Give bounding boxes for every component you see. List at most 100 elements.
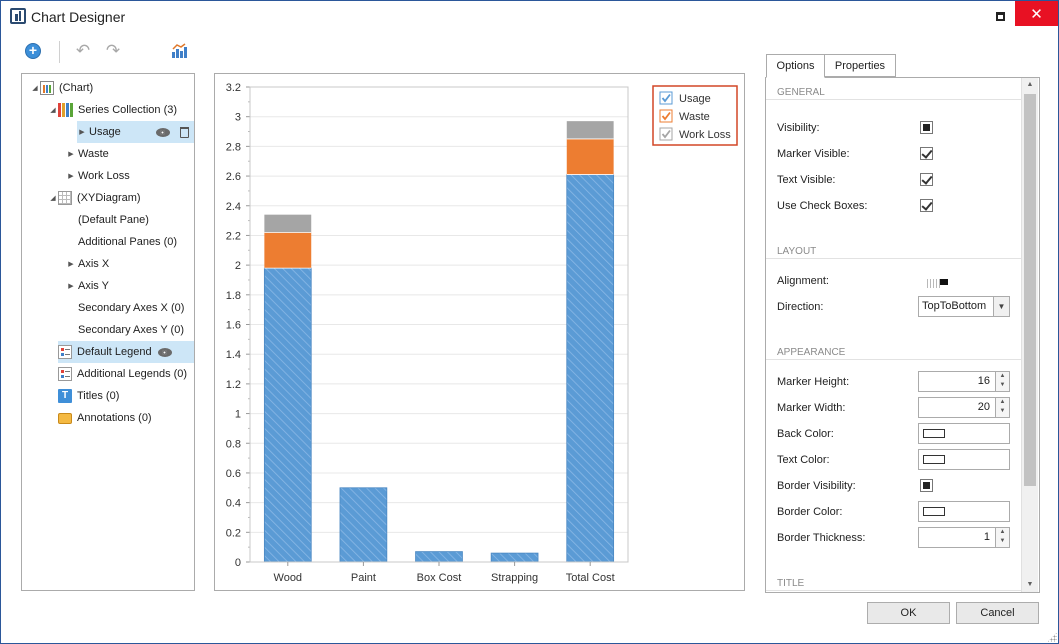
alignment-grid-icon xyxy=(927,279,940,288)
redo-button[interactable]: ↷ xyxy=(101,39,125,63)
eye-shape xyxy=(156,127,170,137)
collapsed-arrow-icon[interactable]: ▶ xyxy=(68,151,74,158)
expanded-arrow-icon[interactable]: ◢ xyxy=(50,195,56,202)
back-color-swatch xyxy=(923,429,945,438)
trash-icon[interactable] xyxy=(176,125,192,139)
tree-item-label: (Chart) xyxy=(59,82,94,94)
tree-item[interactable]: Secondary Axes Y (0) xyxy=(66,319,184,341)
legend-entry-label: Waste xyxy=(679,111,710,123)
marker-visible-checkbox[interactable] xyxy=(920,147,933,160)
tree-item[interactable]: ▶ Usage xyxy=(77,121,194,143)
legend-checkbox[interactable] xyxy=(659,127,673,141)
scrollbar-thumb[interactable] xyxy=(1024,94,1036,486)
tree-item[interactable]: ◢ (Chart) xyxy=(30,77,93,99)
alignment-picker[interactable] xyxy=(927,278,948,288)
y-tick-label: 2.8 xyxy=(226,141,241,153)
expanded-arrow-icon[interactable]: ◢ xyxy=(50,107,56,114)
chart-svg: 0 0.2 0.4 0.6 0.8 1 1.2 1.4 1.6 1.8 2 2.2 2.4 2.6 2.8 3… xyxy=(226,82,738,584)
eye-icon[interactable] xyxy=(157,345,173,359)
tab-options[interactable]: Options xyxy=(766,54,825,78)
resize-grip[interactable] xyxy=(1047,632,1057,642)
tree-item[interactable]: Secondary Axes X (0) xyxy=(66,297,184,319)
tree-item[interactable]: Additional Legends (0) xyxy=(48,363,187,385)
maximize-icon xyxy=(995,11,1005,21)
ok-button[interactable]: OK xyxy=(867,602,950,624)
collapsed-arrow-icon[interactable]: ▶ xyxy=(68,261,74,268)
tree-item-label: Work Loss xyxy=(78,170,130,182)
border-thickness-label: Border Thickness: xyxy=(777,532,866,544)
redo-icon: ↷ xyxy=(105,41,121,60)
tree-item[interactable]: Default Legend xyxy=(58,341,194,363)
tree-item-label: Usage xyxy=(89,126,121,138)
border-visibility-checkbox[interactable] xyxy=(920,479,933,492)
add-element-button[interactable]: + xyxy=(21,39,45,63)
options-scrollbar[interactable]: ▲ ▼ xyxy=(1021,78,1038,592)
spin-arrows-icon[interactable]: ▲ ▼ xyxy=(995,398,1009,417)
y-tick-label: 0.2 xyxy=(226,527,241,539)
y-tick-label: 0.6 xyxy=(226,468,241,480)
chevron-down-icon[interactable]: ▼ xyxy=(993,297,1009,316)
border-color-picker[interactable] xyxy=(918,501,1010,522)
close-button[interactable]: ✕ xyxy=(1015,1,1058,26)
marker-height-label: Marker Height: xyxy=(777,376,850,388)
cancel-button[interactable]: Cancel xyxy=(956,602,1039,624)
tree-item-label: Default Legend xyxy=(77,346,152,358)
collapsed-arrow-icon[interactable]: ▶ xyxy=(68,283,74,290)
undo-button[interactable]: ↶ xyxy=(71,39,95,63)
bar-waste[interactable] xyxy=(264,232,312,269)
expanded-arrow-icon[interactable]: ◢ xyxy=(32,85,38,92)
chart-wizard-button[interactable] xyxy=(167,39,191,63)
tree-item[interactable]: T Titles (0) xyxy=(48,385,119,407)
use-check-boxes-checkbox[interactable] xyxy=(920,199,933,212)
bar-usage[interactable] xyxy=(490,552,539,563)
x-tick-label: Strapping xyxy=(491,572,538,584)
bar-waste[interactable] xyxy=(566,138,614,175)
spin-arrows-icon[interactable]: ▲ ▼ xyxy=(995,528,1009,547)
series-icon xyxy=(58,103,73,117)
bar-work-loss[interactable] xyxy=(264,214,312,233)
section-general-header: GENERAL xyxy=(766,78,1023,100)
tree-item[interactable]: ▶ Axis Y xyxy=(66,275,109,297)
legend-check-mark-icon xyxy=(661,111,671,121)
tree-item[interactable]: Additional Panes (0) xyxy=(66,231,177,253)
tree-item[interactable]: ▶ Waste xyxy=(66,143,108,165)
tab-properties[interactable]: Properties xyxy=(824,54,896,77)
tree-item[interactable]: ▶ Axis X xyxy=(66,253,109,275)
y-tick-label: 1.4 xyxy=(226,349,241,361)
maximize-button[interactable] xyxy=(985,1,1015,31)
spin-arrows-icon[interactable]: ▲ ▼ xyxy=(995,372,1009,391)
bar-usage[interactable] xyxy=(339,487,388,563)
text-color-picker[interactable] xyxy=(918,449,1010,470)
add-icon: + xyxy=(25,43,41,59)
tree-item[interactable]: ▶ Work Loss xyxy=(66,165,130,187)
tree-item-label: Additional Legends (0) xyxy=(77,368,188,380)
tree-item[interactable]: Annotations (0) xyxy=(48,407,152,429)
text-visible-checkbox[interactable] xyxy=(920,173,933,186)
scroll-down-icon[interactable]: ▼ xyxy=(1026,581,1034,588)
bar-work-loss[interactable] xyxy=(566,121,614,139)
bar-usage[interactable] xyxy=(566,174,615,563)
tree-item[interactable]: ◢ Series Collection (3) xyxy=(48,99,177,121)
bar-usage[interactable] xyxy=(263,267,312,563)
back-color-picker[interactable] xyxy=(918,423,1010,444)
title-bar: Chart Designer ✕ xyxy=(1,1,1058,33)
chart-wizard-icon xyxy=(172,43,187,58)
visibility-checkbox[interactable] xyxy=(920,121,933,134)
marker-width-label: Marker Width: xyxy=(777,402,846,414)
window-title: Chart Designer xyxy=(31,9,126,25)
scroll-up-icon[interactable]: ▲ xyxy=(1026,81,1034,88)
bar-usage[interactable] xyxy=(415,551,463,563)
collapsed-arrow-icon[interactable]: ▶ xyxy=(79,129,85,136)
direction-combo[interactable]: TopToBottom ▼ xyxy=(918,296,1010,317)
collapsed-arrow-icon[interactable]: ▶ xyxy=(68,173,74,180)
border-thickness-spinner[interactable]: 1 ▲ ▼ xyxy=(918,527,1010,548)
close-icon: ✕ xyxy=(1030,5,1043,23)
tree-item-label: Annotations (0) xyxy=(77,412,152,424)
eye-icon[interactable] xyxy=(155,125,171,139)
tree-item[interactable]: ◢ (XYDiagram) xyxy=(48,187,141,209)
marker-height-spinner[interactable]: 16 ▲ ▼ xyxy=(918,371,1010,392)
legend-checkbox[interactable] xyxy=(659,109,673,123)
legend-checkbox[interactable] xyxy=(659,91,673,105)
tree-item[interactable]: (Default Pane) xyxy=(66,209,149,231)
marker-width-spinner[interactable]: 20 ▲ ▼ xyxy=(918,397,1010,418)
